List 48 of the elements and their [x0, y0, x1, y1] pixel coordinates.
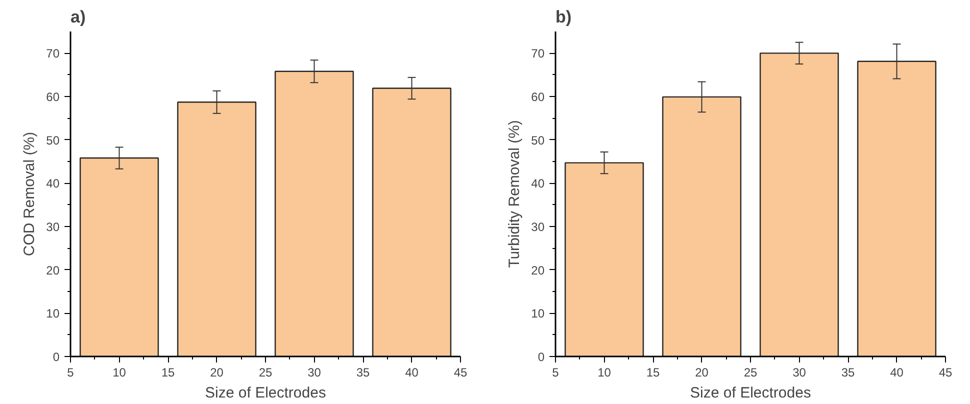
- x-axis-title: Size of Electrodes: [205, 384, 326, 402]
- y-tick-label: 50: [531, 133, 545, 148]
- y-tick-label: 70: [46, 46, 60, 61]
- bar: [274, 70, 354, 356]
- y-tick-label: 0: [538, 350, 545, 364]
- x-tick-label: 30: [792, 366, 806, 380]
- y-tick-label: 30: [46, 220, 60, 234]
- y-tick-label: 40: [46, 176, 60, 191]
- y-tick-label: 10: [531, 306, 545, 321]
- x-tick-label: 10: [112, 366, 126, 380]
- y-tick-label: 40: [531, 176, 545, 191]
- y-tick-label: 20: [531, 263, 545, 278]
- y-axis-title: Turbidity Removal (%): [506, 120, 524, 268]
- y-tick-label: 30: [531, 220, 545, 234]
- x-tick-label: 15: [646, 366, 660, 380]
- x-tick-label: 25: [258, 366, 272, 380]
- x-tick-label: 5: [552, 366, 560, 380]
- y-axis-title: COD Removal (%): [21, 132, 38, 256]
- chart-title: b): [556, 8, 572, 26]
- y-tick-label: 0: [52, 350, 60, 364]
- x-tick-label: 15: [161, 366, 175, 380]
- x-tick-label: 20: [695, 366, 709, 380]
- bar: [372, 88, 452, 356]
- bar: [80, 157, 159, 356]
- y-tick-label: 50: [46, 133, 60, 148]
- x-tick-label: 40: [405, 366, 419, 380]
- x-tick-label: 35: [356, 366, 370, 380]
- x-tick-label: 20: [210, 366, 224, 380]
- x-axis-title: Size of Electrodes: [690, 384, 811, 402]
- x-tick-label: 10: [598, 366, 612, 380]
- chart-title: a): [70, 8, 86, 26]
- bar: [662, 96, 742, 356]
- y-tick-label: 60: [531, 90, 545, 104]
- bar: [564, 162, 644, 356]
- x-tick-label: 45: [454, 366, 468, 380]
- x-tick-label: 30: [308, 366, 322, 380]
- bar: [760, 52, 839, 356]
- bar: [857, 60, 936, 356]
- x-tick-label: 5: [67, 366, 74, 380]
- bar: [177, 102, 256, 356]
- x-tick-label: 35: [841, 366, 855, 380]
- x-tick-label: 25: [744, 366, 758, 380]
- x-tick-label: 45: [938, 366, 952, 380]
- x-tick-label: 40: [890, 366, 904, 380]
- y-tick-label: 60: [46, 90, 60, 104]
- y-tick-label: 20: [46, 263, 60, 278]
- y-tick-label: 70: [531, 46, 545, 61]
- y-tick-label: 10: [46, 306, 60, 321]
